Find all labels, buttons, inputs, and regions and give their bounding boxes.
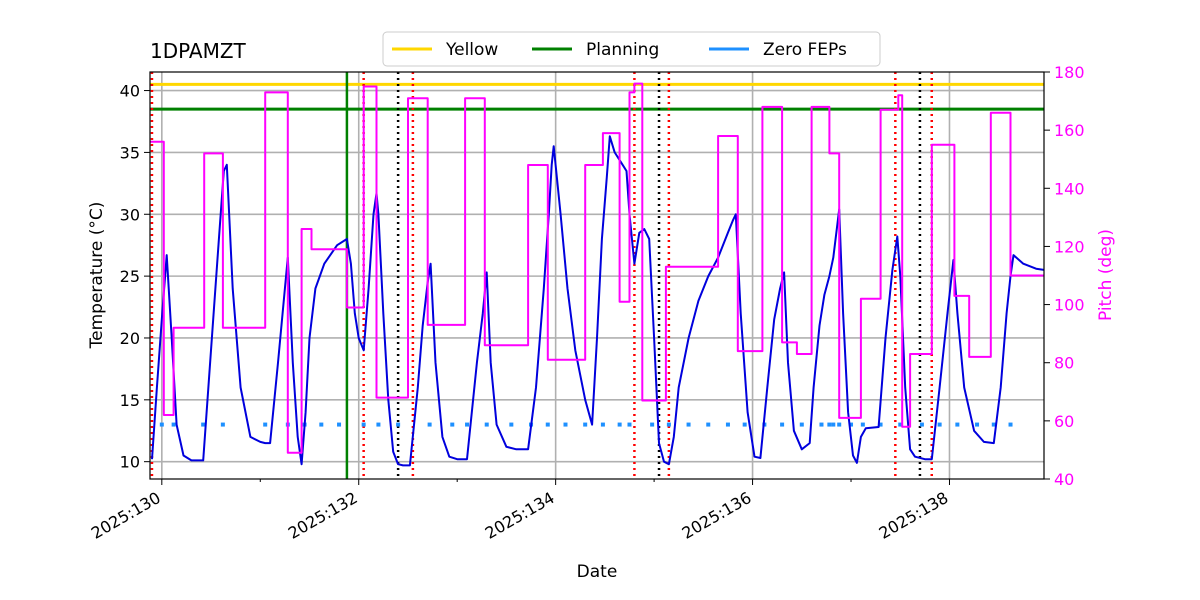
zero-feps-point (509, 422, 514, 427)
zero-feps-point (742, 422, 747, 427)
y-tick-label: 35 (120, 143, 140, 162)
zero-feps-point (955, 422, 960, 427)
zero-feps-point (898, 422, 903, 427)
y-tick-label: 30 (120, 205, 140, 224)
zero-feps-point (159, 422, 164, 427)
zero-feps-point (376, 422, 381, 427)
legend-entry-label: Yellow (445, 40, 498, 60)
zero-feps-point (427, 422, 432, 427)
y-tick-label: 25 (120, 267, 140, 286)
zero-feps-point (878, 422, 883, 427)
zero-feps-point (975, 422, 980, 427)
y-tick-label: 20 (120, 329, 140, 348)
y2-tick-label: 180 (1054, 63, 1085, 82)
zero-feps-point (849, 422, 854, 427)
zero-feps-point (617, 422, 622, 427)
zero-feps-point (396, 422, 401, 427)
y-tick-label: 40 (120, 82, 140, 101)
chart-title: 1DPAMZT (150, 39, 247, 63)
zero-feps-point (919, 422, 924, 427)
zero-feps-point (827, 422, 832, 427)
zero-feps-point (337, 422, 342, 427)
zero-feps-point (484, 422, 489, 427)
series-line-1dpamzt (151, 135, 1044, 467)
zero-feps-point (563, 422, 568, 427)
plot-area (150, 72, 1044, 479)
y2-tick-label: 140 (1054, 179, 1085, 198)
y2-tick-label: 100 (1054, 296, 1085, 315)
zero-feps-point (860, 422, 865, 427)
zero-feps-point (666, 422, 671, 427)
y2-tick-label: 120 (1054, 237, 1085, 256)
y-tick-label: 10 (120, 453, 140, 472)
zero-feps-point (725, 422, 730, 427)
x-tick-label: 2025:136 (679, 488, 755, 543)
zero-feps-point (263, 422, 268, 427)
y-axis-label: Temperature (°C) (87, 202, 107, 350)
zero-feps-point (600, 422, 605, 427)
zero-feps-point (545, 422, 550, 427)
y2-axis-label: Pitch (deg) (1096, 229, 1116, 321)
plot-frame (149, 71, 1045, 480)
zero-feps-point (937, 422, 942, 427)
y2-tick-label: 40 (1054, 470, 1074, 489)
zero-feps-point (780, 422, 785, 427)
zero-feps-point (319, 422, 324, 427)
zero-feps-point (706, 422, 711, 427)
zero-feps-point (686, 422, 691, 427)
zero-feps-point (837, 422, 842, 427)
x-tick-label: 2025:130 (88, 488, 164, 543)
zero-feps-point (583, 422, 588, 427)
zero-feps-point (450, 422, 455, 427)
zero-feps-point (465, 422, 470, 427)
x-axis-label: Date (577, 562, 618, 582)
series-line-pitch (150, 82, 1044, 454)
zero-feps-point (201, 422, 206, 427)
zero-feps-point (627, 422, 632, 427)
y2-tick-label: 60 (1054, 412, 1074, 431)
legend-box (382, 31, 881, 67)
zero-feps-point (819, 422, 824, 427)
y2-tick-label: 160 (1054, 121, 1085, 140)
zero-feps-point (361, 422, 366, 427)
legend-entry-label: Planning (586, 40, 659, 60)
x-tick-label: 2025:134 (482, 488, 558, 543)
y2-tick-label: 80 (1054, 354, 1074, 373)
x-tick-label: 2025:138 (876, 488, 952, 543)
y-tick-label: 15 (120, 391, 140, 410)
zero-feps-point (799, 422, 804, 427)
axes: 10 15 20 25 30 35 40 40 60 80 100 120 140 160 180 2025:… (88, 63, 1085, 543)
legend: Yellow Planning Zero FEPs (382, 31, 881, 67)
zero-feps-point (650, 422, 655, 427)
zero-feps-point (171, 422, 176, 427)
zero-feps-point (991, 422, 996, 427)
x-tick-label: 2025:132 (285, 488, 361, 543)
zero-feps-point (1008, 422, 1013, 427)
zero-feps-point (220, 422, 225, 427)
zero-feps-point (831, 422, 836, 427)
legend-entry-label: Zero FEPs (763, 40, 847, 60)
